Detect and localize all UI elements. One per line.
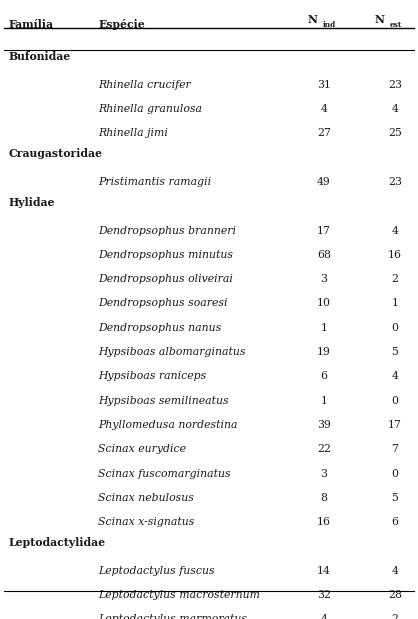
Text: 32: 32	[317, 590, 331, 600]
Text: 3: 3	[321, 469, 327, 478]
Text: Hylidae: Hylidae	[8, 197, 55, 208]
Text: 4: 4	[392, 566, 398, 576]
Text: Família: Família	[8, 19, 54, 30]
Text: 7: 7	[392, 444, 398, 454]
Text: Scinax eurydice: Scinax eurydice	[98, 444, 186, 454]
Text: Espécie: Espécie	[98, 19, 145, 30]
Text: Craugastoridae: Craugastoridae	[8, 149, 102, 160]
Text: 4: 4	[321, 104, 327, 114]
Text: 6: 6	[321, 371, 327, 381]
Text: Dendropsophus nanus: Dendropsophus nanus	[98, 322, 222, 333]
Text: 22: 22	[317, 444, 331, 454]
Text: 2: 2	[392, 615, 398, 619]
Text: Scinax x-signatus: Scinax x-signatus	[98, 517, 195, 527]
Text: 28: 28	[388, 590, 402, 600]
Text: 1: 1	[392, 298, 398, 308]
Text: Rhinella jimi: Rhinella jimi	[98, 128, 168, 138]
Text: Scinax fuscomarginatus: Scinax fuscomarginatus	[98, 469, 231, 478]
Text: Rhinella granulosa: Rhinella granulosa	[98, 104, 202, 114]
Text: Leptodactylus macrosternum: Leptodactylus macrosternum	[98, 590, 260, 600]
Text: Leptodactylus marmoratus: Leptodactylus marmoratus	[98, 615, 247, 619]
Text: 68: 68	[317, 250, 331, 260]
Text: 5: 5	[392, 493, 398, 503]
Text: 3: 3	[321, 274, 327, 284]
Text: Dendropsophus oliveirai: Dendropsophus oliveirai	[98, 274, 233, 284]
Text: 6: 6	[392, 517, 398, 527]
Text: Hypsiboas albomarginatus: Hypsiboas albomarginatus	[98, 347, 246, 357]
Text: Leptodactylus fuscus: Leptodactylus fuscus	[98, 566, 215, 576]
Text: Pristimantis ramagii: Pristimantis ramagii	[98, 177, 212, 187]
Text: 10: 10	[317, 298, 331, 308]
Text: 23: 23	[388, 177, 402, 187]
Text: N: N	[307, 14, 317, 25]
Text: 8: 8	[321, 493, 327, 503]
Text: 49: 49	[317, 177, 331, 187]
Text: 4: 4	[392, 104, 398, 114]
Text: 4: 4	[392, 371, 398, 381]
Text: 0: 0	[392, 469, 398, 478]
Text: 17: 17	[317, 225, 331, 236]
Text: 25: 25	[388, 128, 402, 138]
Text: est: est	[390, 22, 402, 30]
Text: Dendropsophus minutus: Dendropsophus minutus	[98, 250, 233, 260]
Text: 4: 4	[321, 615, 327, 619]
Text: 16: 16	[388, 250, 402, 260]
Text: 0: 0	[392, 396, 398, 405]
Text: Hypsiboas semilineatus: Hypsiboas semilineatus	[98, 396, 229, 405]
Text: Scinax nebulosus: Scinax nebulosus	[98, 493, 194, 503]
Text: 39: 39	[317, 420, 331, 430]
Text: Leptodactylidae: Leptodactylidae	[8, 537, 105, 548]
Text: ind: ind	[323, 22, 336, 30]
Text: 31: 31	[317, 80, 331, 90]
Text: 1: 1	[321, 322, 327, 333]
Text: N: N	[374, 14, 384, 25]
Text: 27: 27	[317, 128, 331, 138]
Text: Bufonidae: Bufonidae	[8, 51, 71, 63]
Text: 2: 2	[392, 274, 398, 284]
Text: Rhinella crucifer: Rhinella crucifer	[98, 80, 191, 90]
Text: Hypsiboas raniceps: Hypsiboas raniceps	[98, 371, 206, 381]
Text: Phyllomedusa nordestina: Phyllomedusa nordestina	[98, 420, 238, 430]
Text: 5: 5	[392, 347, 398, 357]
Text: 23: 23	[388, 80, 402, 90]
Text: Dendropsophus branneri: Dendropsophus branneri	[98, 225, 236, 236]
Text: Dendropsophus soaresi: Dendropsophus soaresi	[98, 298, 228, 308]
Text: 4: 4	[392, 225, 398, 236]
Text: 1: 1	[321, 396, 327, 405]
Text: 19: 19	[317, 347, 331, 357]
Text: 0: 0	[392, 322, 398, 333]
Text: 14: 14	[317, 566, 331, 576]
Text: 17: 17	[388, 420, 402, 430]
Text: 16: 16	[317, 517, 331, 527]
